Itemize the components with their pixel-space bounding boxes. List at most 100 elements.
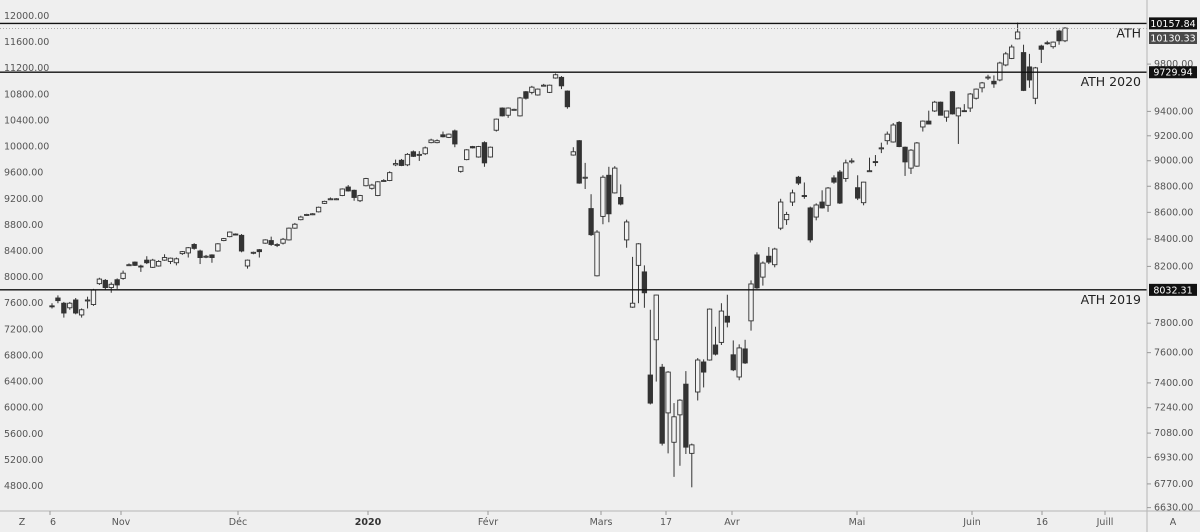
candle	[327, 197, 334, 201]
candle-body-down	[961, 110, 967, 113]
zoom-button[interactable]: Z	[19, 517, 26, 528]
candle	[973, 88, 979, 100]
candle	[410, 150, 417, 157]
candle	[221, 237, 227, 242]
candle	[363, 177, 369, 187]
right-price-axis[interactable]: 9800.00 9400.00 9200.00 9000.00 8800.00 8600.…	[1147, 59, 1193, 514]
candle	[653, 294, 659, 382]
left-tick-label: 11600.00	[4, 37, 49, 48]
candle	[576, 140, 582, 184]
candle	[523, 91, 529, 100]
candle	[333, 198, 340, 201]
candle-body-up	[1050, 41, 1056, 48]
candle	[594, 230, 600, 277]
candle	[606, 166, 612, 223]
left-tick-label: 5200.00	[4, 455, 43, 466]
candle	[552, 73, 559, 79]
candle-body-up	[783, 213, 790, 221]
candle	[967, 93, 973, 112]
candle	[381, 179, 387, 182]
candle-body-down	[831, 177, 837, 183]
right-tick-label: 9000.00	[1154, 156, 1193, 167]
right-tick-label: 6770.00	[1154, 479, 1193, 490]
left-tick-label: 8000.00	[4, 272, 43, 283]
candle-body-up	[997, 62, 1003, 81]
candle-body-up	[665, 371, 671, 414]
candle	[647, 309, 653, 405]
candle	[108, 282, 114, 293]
candle-body-up	[943, 110, 950, 118]
right-tick-label: 7080.00	[1154, 428, 1193, 439]
left-tick-label: 10800.00	[4, 89, 49, 100]
candle	[274, 243, 280, 248]
auto-scale-button[interactable]: A	[1170, 517, 1177, 528]
candle	[256, 249, 262, 258]
candle	[706, 308, 713, 361]
candle-body-up	[629, 302, 636, 308]
candle	[695, 358, 701, 401]
candle	[90, 288, 97, 306]
candle-body-up	[464, 149, 470, 161]
candle-body-up	[274, 244, 280, 246]
candle	[878, 142, 885, 154]
candle-body-down	[937, 101, 944, 116]
candle	[991, 75, 997, 88]
candle-body-down	[724, 315, 730, 323]
candle-body-down	[197, 250, 203, 258]
candle-body-up	[623, 221, 630, 241]
candle-body-down	[896, 121, 902, 148]
candle-body-down	[1026, 66, 1033, 81]
candle	[831, 175, 837, 184]
candle	[458, 166, 464, 173]
last-price-tag-text: 10130.33	[1150, 34, 1195, 45]
time-tick-label: Nov	[112, 517, 131, 528]
candle-body-down	[440, 134, 446, 138]
candle	[511, 108, 517, 111]
left-tick-label: 6000.00	[4, 403, 43, 414]
candle-body-up	[932, 101, 938, 112]
candle	[582, 162, 588, 189]
candle-body-down	[576, 140, 582, 184]
candle-body-up	[493, 118, 499, 131]
candle	[416, 151, 422, 161]
candle-body-down	[564, 90, 571, 108]
time-axis[interactable]: 6 Nov Déc 2020 Févr Mars 17 Avr Mai Juin 16 Juill	[49, 511, 1113, 528]
candle	[718, 303, 725, 345]
time-tick-label: Déc	[229, 517, 247, 528]
candle	[677, 399, 683, 466]
left-price-axis[interactable]: 12000.00 11600.00 11200.00 10800.00 10400.00…	[4, 11, 49, 492]
candle	[96, 277, 103, 285]
candle-body-up	[286, 227, 292, 241]
candle-body-up	[706, 308, 713, 361]
candle	[618, 184, 624, 206]
level-label: ATH 2019	[1081, 292, 1141, 307]
candle-body-down	[991, 80, 997, 85]
candle-body-down	[102, 279, 108, 289]
candle-body-down	[742, 348, 748, 364]
candle	[558, 76, 565, 90]
candle	[434, 139, 440, 144]
candle	[932, 100, 938, 112]
time-tick-label: Juin	[962, 517, 980, 528]
candle-body-down	[398, 159, 405, 166]
candle-body-up	[155, 260, 162, 267]
candle-body-up	[760, 262, 766, 278]
level-label: ATH	[1116, 25, 1141, 40]
candle-body-up	[333, 198, 340, 201]
candle-body-up	[541, 84, 547, 87]
candle	[772, 247, 778, 268]
candle	[398, 158, 405, 167]
candle-body-up	[736, 347, 742, 378]
candle-body-up	[179, 251, 185, 255]
candle	[588, 194, 594, 236]
candle-body-down	[55, 297, 61, 302]
right-tick-label: 7800.00	[1154, 318, 1193, 329]
candle	[185, 247, 191, 258]
left-tick-label: 10000.00	[4, 142, 49, 153]
candle	[244, 259, 251, 269]
candle-body-up	[310, 213, 316, 216]
candle-body-up	[90, 289, 97, 305]
candle	[860, 181, 867, 206]
candle-body-down	[618, 197, 624, 205]
